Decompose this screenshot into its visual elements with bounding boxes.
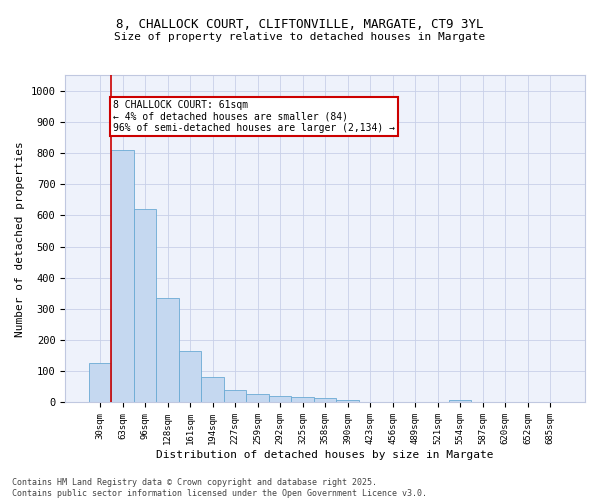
Text: Contains HM Land Registry data © Crown copyright and database right 2025.
Contai: Contains HM Land Registry data © Crown c…: [12, 478, 427, 498]
Bar: [179, 351, 202, 403]
Bar: [134, 209, 157, 402]
Bar: [112, 150, 134, 403]
Bar: [449, 400, 472, 402]
Bar: [157, 298, 179, 403]
Bar: [337, 400, 359, 402]
Bar: [224, 390, 247, 402]
Text: 8, CHALLOCK COURT, CLIFTONVILLE, MARGATE, CT9 3YL: 8, CHALLOCK COURT, CLIFTONVILLE, MARGATE…: [116, 18, 484, 30]
X-axis label: Distribution of detached houses by size in Margate: Distribution of detached houses by size …: [157, 450, 494, 460]
Bar: [247, 394, 269, 402]
Bar: [89, 364, 112, 403]
Bar: [314, 398, 337, 402]
Text: Size of property relative to detached houses in Margate: Size of property relative to detached ho…: [115, 32, 485, 42]
Bar: [269, 396, 292, 402]
Bar: [202, 377, 224, 402]
Text: 8 CHALLOCK COURT: 61sqm
← 4% of detached houses are smaller (84)
96% of semi-det: 8 CHALLOCK COURT: 61sqm ← 4% of detached…: [113, 100, 395, 133]
Y-axis label: Number of detached properties: Number of detached properties: [15, 141, 25, 336]
Bar: [292, 397, 314, 402]
